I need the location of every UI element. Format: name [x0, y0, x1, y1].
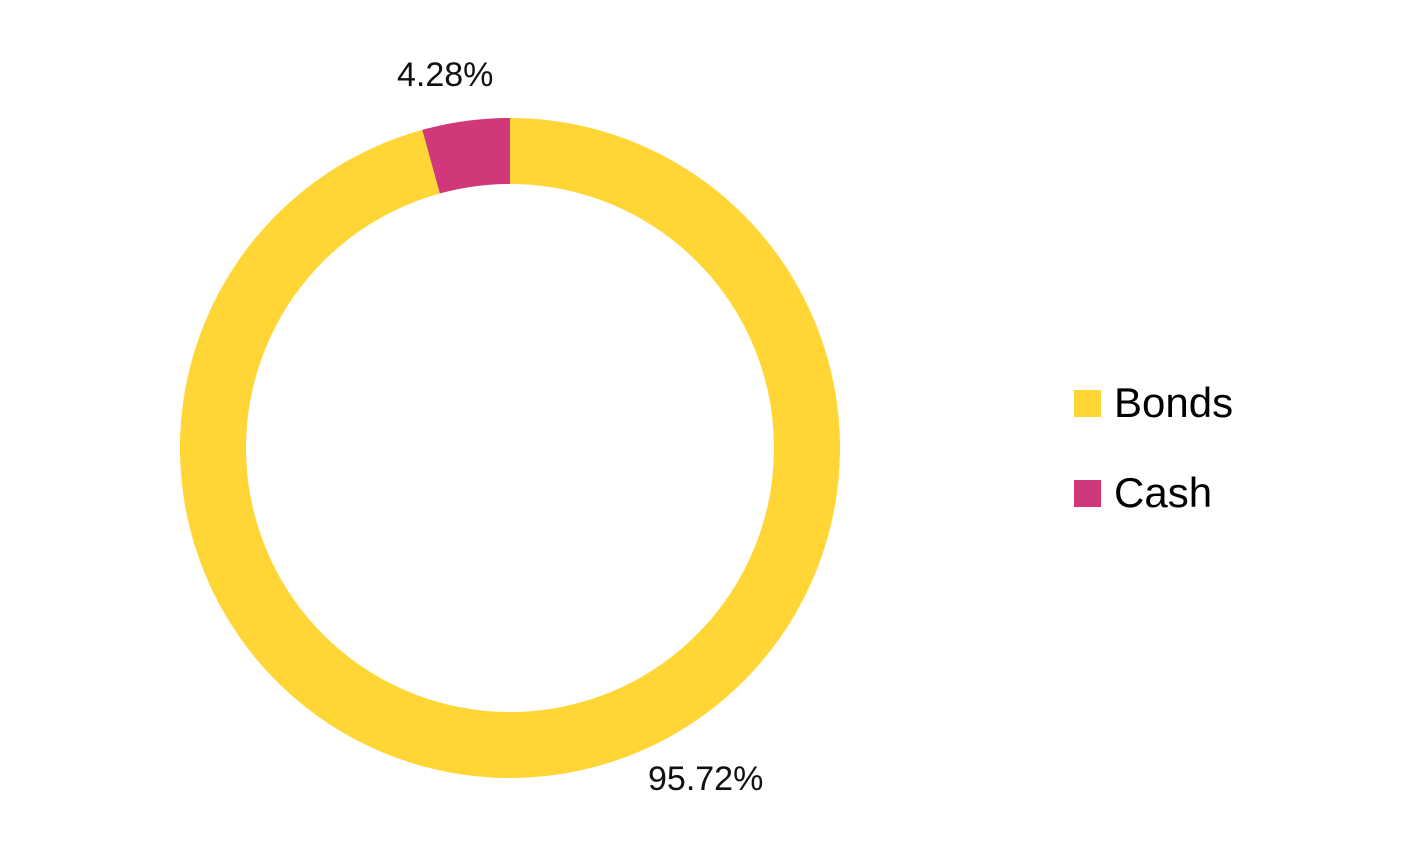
- slice-cash: [422, 118, 510, 194]
- legend-swatch-bonds: [1074, 390, 1101, 417]
- data-label-bonds: 95.72%: [648, 760, 763, 798]
- donut-slices: [179, 118, 840, 778]
- slice-bonds: [179, 118, 840, 778]
- data-label-cash: 4.28%: [397, 56, 493, 94]
- data-labels: 95.72% 4.28%: [397, 56, 763, 798]
- legend-label-cash: Cash: [1114, 469, 1212, 516]
- legend-label-bonds: Bonds: [1114, 379, 1233, 426]
- legend-item-bonds: Bonds: [1074, 379, 1233, 426]
- legend: Bonds Cash: [1074, 379, 1233, 516]
- legend-item-cash: Cash: [1074, 469, 1212, 516]
- legend-swatch-cash: [1074, 480, 1101, 507]
